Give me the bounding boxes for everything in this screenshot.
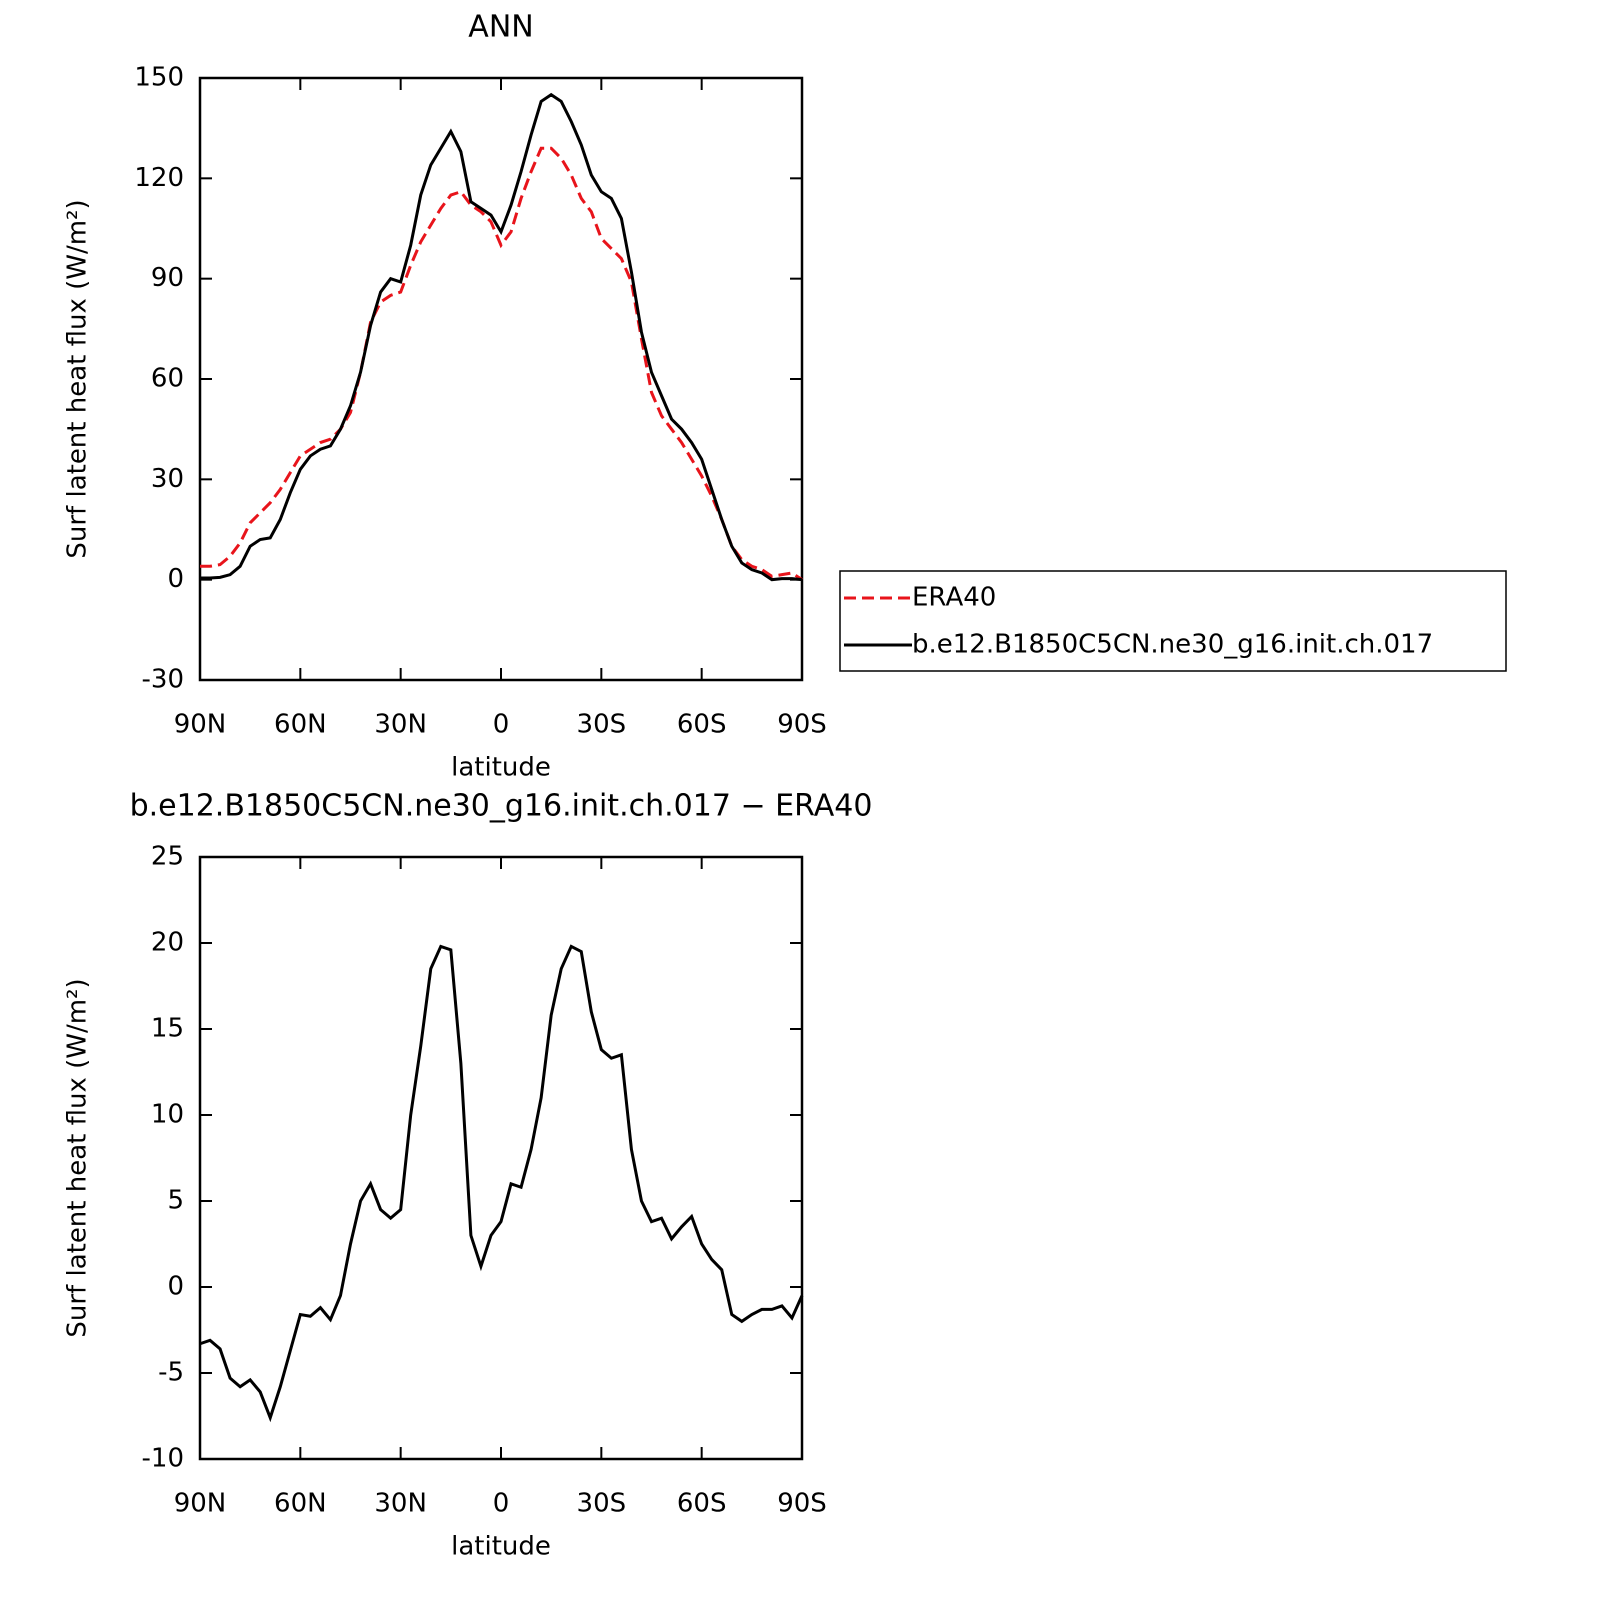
data-line: [200, 146, 803, 581]
x-tick-label: 60N: [274, 1489, 327, 1519]
chart-title: b.e12.B1850C5CN.ne30_g16.init.ch.017 − E…: [130, 789, 873, 824]
x-tick-label: 30S: [577, 710, 627, 740]
x-tick-label: 90S: [777, 710, 827, 740]
y-tick-label: 60: [151, 364, 184, 394]
y-tick-label: 15: [151, 1014, 184, 1044]
x-axis-label: latitude: [451, 753, 551, 783]
y-tick-label: -5: [158, 1358, 184, 1388]
legend-label: ERA40: [912, 583, 996, 613]
x-tick-label: 0: [493, 710, 510, 740]
data-line: [199, 944, 804, 1423]
y-tick-label: 20: [151, 928, 184, 958]
x-tick-label: 90N: [174, 710, 227, 740]
y-tick-label: 150: [134, 63, 184, 93]
y-tick-label: -10: [142, 1444, 184, 1474]
y-tick-label: -30: [142, 665, 184, 695]
x-tick-label: 30S: [577, 1489, 627, 1519]
y-tick-label: 30: [151, 464, 184, 494]
x-tick-label: 60N: [274, 710, 327, 740]
data-line: [200, 92, 803, 582]
y-axis-label: Surf latent heat flux (W/m²): [63, 199, 93, 558]
y-tick-label: 25: [151, 842, 184, 872]
y-tick-label: 0: [167, 564, 184, 594]
y-tick-label: 120: [134, 163, 184, 193]
x-tick-label: 60S: [677, 710, 727, 740]
legend-box: [839, 570, 1507, 672]
legend-label: b.e12.B1850C5CN.ne30_g16.init.ch.017: [912, 630, 1433, 660]
x-tick-label: 30N: [374, 1489, 427, 1519]
x-tick-label: 0: [493, 1489, 510, 1519]
x-tick-label: 30N: [374, 710, 427, 740]
y-tick-label: 90: [151, 263, 184, 293]
y-axis-label: Surf latent heat flux (W/m²): [63, 978, 93, 1337]
plot-frame: [198, 855, 804, 1461]
y-tick-label: 0: [167, 1272, 184, 1302]
y-tick-label: 5: [167, 1186, 184, 1216]
x-axis-label: latitude: [451, 1532, 551, 1562]
chart-title: ANN: [468, 10, 533, 45]
x-tick-label: 90N: [174, 1489, 227, 1519]
y-tick-label: 10: [151, 1100, 184, 1130]
x-tick-label: 60S: [677, 1489, 727, 1519]
x-tick-label: 90S: [777, 1489, 827, 1519]
plot-frame: [198, 76, 804, 682]
